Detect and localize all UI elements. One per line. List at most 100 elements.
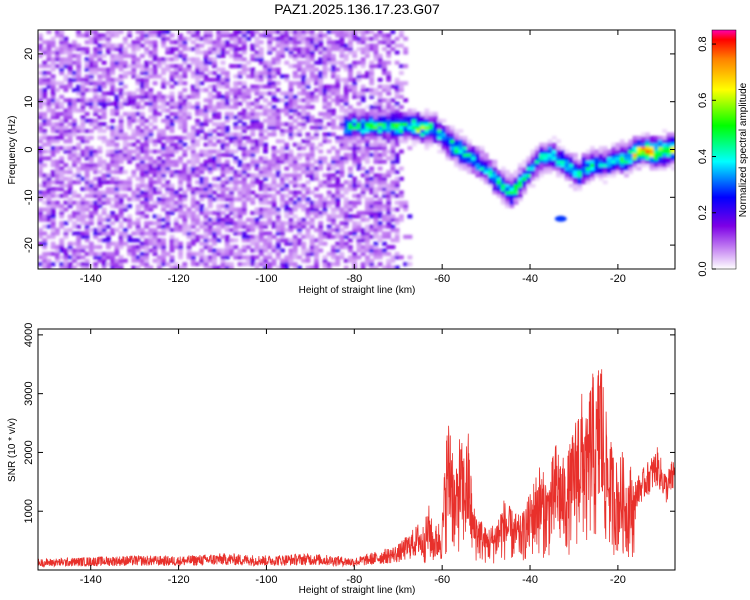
heatmap-cell <box>284 74 290 79</box>
heatmap-cell <box>670 132 675 137</box>
heatmap-cell <box>356 91 362 96</box>
heatmap-cell <box>118 74 124 79</box>
heatmap-cell <box>339 228 345 233</box>
heatmap-cell <box>161 251 166 256</box>
heatmap-cell <box>216 210 222 215</box>
heatmap-cell <box>381 142 387 147</box>
heatmap-cell <box>152 81 158 86</box>
heatmap-cell <box>254 98 260 103</box>
heatmap-cell <box>326 43 332 48</box>
heatmap-cell <box>284 40 290 45</box>
heatmap-cell <box>110 187 116 192</box>
heatmap-cell <box>216 91 222 96</box>
heatmap-cell <box>173 241 179 246</box>
heatmap-cell <box>352 251 358 256</box>
heatmap-cell <box>364 245 370 250</box>
heatmap-cell <box>241 108 247 113</box>
heatmap-cell <box>135 156 141 161</box>
heatmap-cell <box>144 40 150 45</box>
heatmap-cell <box>241 207 247 212</box>
heatmap-cell <box>156 262 162 267</box>
heatmap-cell <box>195 43 200 48</box>
heatmap-cell <box>369 214 375 219</box>
heatmap-cell <box>186 101 192 106</box>
top-x-axis-label: Height of straight line (km) <box>299 285 416 296</box>
heatmap-cell <box>271 125 277 130</box>
heatmap-cell <box>169 183 175 188</box>
heatmap-cell <box>169 152 175 157</box>
heatmap-cell <box>318 193 324 198</box>
heatmap-cell <box>360 115 366 120</box>
heatmap-cell <box>479 169 485 174</box>
heatmap-cell <box>267 111 273 116</box>
heatmap-cell <box>97 224 103 229</box>
heatmap-cell <box>144 193 150 198</box>
heatmap-cell <box>339 251 345 256</box>
heatmap-cell <box>288 125 294 130</box>
heatmap-cell <box>280 129 285 134</box>
heatmap-cell <box>173 81 179 86</box>
heatmap-cell <box>190 156 196 161</box>
heatmap-cell <box>360 210 366 215</box>
heatmap-cell <box>314 204 319 209</box>
heatmap-cell <box>67 81 73 86</box>
heatmap-cell <box>394 217 400 222</box>
heatmap-cell <box>80 214 86 219</box>
heatmap-cell <box>488 166 493 171</box>
heatmap-cell <box>93 60 99 65</box>
heatmap-cell <box>360 91 366 96</box>
heatmap-cell <box>80 88 86 93</box>
heatmap-cell <box>237 231 243 236</box>
heatmap-cell <box>71 43 77 48</box>
heatmap-cell <box>216 47 222 52</box>
heatmap-cell <box>424 115 430 120</box>
heatmap-cell <box>403 64 409 69</box>
heatmap-cell <box>67 204 73 209</box>
heatmap-cell <box>88 245 94 250</box>
heatmap-cell <box>190 146 196 151</box>
heatmap-cell <box>356 60 362 65</box>
heatmap-cell <box>127 180 133 185</box>
heatmap-cell <box>97 169 103 174</box>
heatmap-cell <box>178 64 183 69</box>
heatmap-cell <box>224 142 230 147</box>
heatmap-cell <box>505 187 510 192</box>
heatmap-cell <box>288 251 294 256</box>
heatmap-cell <box>105 125 111 130</box>
heatmap-cell <box>152 139 158 144</box>
heatmap-cell <box>139 262 145 267</box>
heatmap-cell <box>322 135 328 140</box>
heatmap-cell <box>611 159 617 164</box>
heatmap-cell <box>288 262 294 267</box>
heatmap-cell <box>152 118 158 123</box>
heatmap-cell <box>403 50 409 55</box>
heatmap-cell <box>165 214 171 219</box>
heatmap-cell <box>173 146 179 151</box>
heatmap-cell <box>118 221 124 226</box>
heatmap-cell <box>122 132 128 137</box>
heatmap-cell <box>203 30 209 35</box>
heatmap-cell <box>131 91 137 96</box>
heatmap-cell <box>364 238 370 243</box>
heatmap-cell <box>152 163 158 168</box>
heatmap-cell <box>258 173 264 178</box>
heatmap-cell <box>305 36 311 41</box>
heatmap-cell <box>224 135 230 140</box>
heatmap-cell <box>263 207 268 212</box>
x-tick-label: -60 <box>434 273 450 285</box>
heatmap-cell <box>178 207 183 212</box>
heatmap-cell <box>331 40 336 45</box>
heatmap-cell <box>173 190 179 195</box>
heatmap-cell <box>42 238 48 243</box>
heatmap-cell <box>271 108 277 113</box>
heatmap-cell <box>127 149 133 154</box>
heatmap-cell <box>84 207 90 212</box>
heatmap-cell <box>114 262 120 267</box>
heatmap-cell <box>658 142 663 147</box>
heatmap-cell <box>178 248 183 253</box>
heatmap-cell <box>428 129 434 134</box>
heatmap-cell <box>301 207 307 212</box>
heatmap-cell <box>364 149 370 154</box>
heatmap-cell <box>101 70 107 75</box>
heatmap-cell <box>241 166 247 171</box>
